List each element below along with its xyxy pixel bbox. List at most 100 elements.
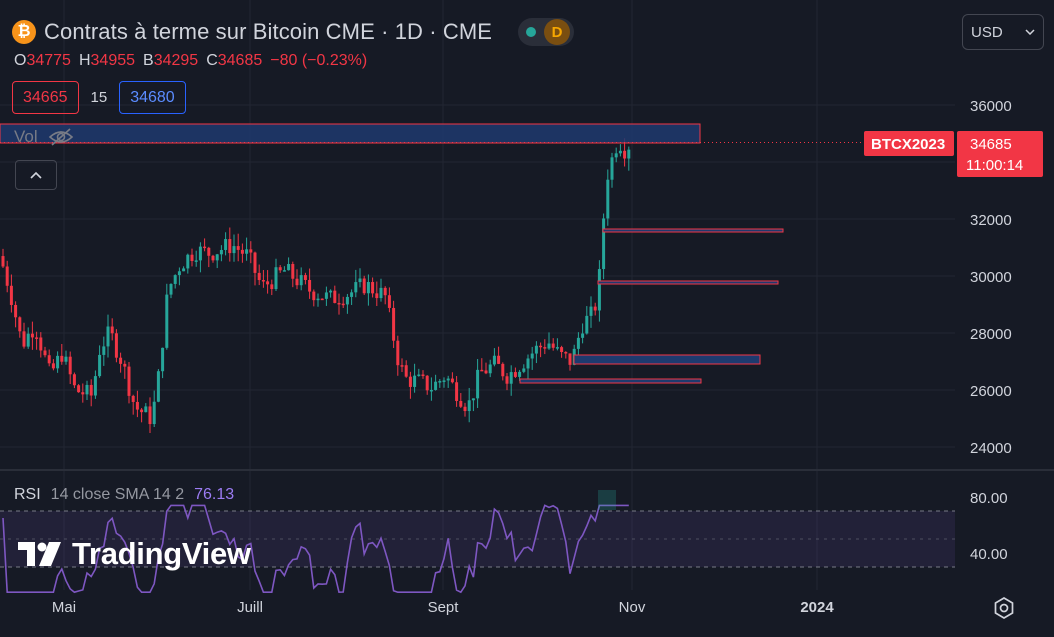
candle-body [303,275,307,280]
tradingview-logo[interactable]: TradingView [18,536,251,572]
chevron-down-icon [1025,29,1035,35]
candle-body [618,150,622,154]
candle-body [295,278,299,286]
price-tick-label: 32000 [970,212,1012,229]
zone-32000 [602,228,784,233]
rsi-name: RSI [14,486,41,503]
time-axis-label: Sept [428,599,460,616]
candle-body [551,343,555,348]
price-tick-label: 24000 [970,440,1012,457]
candle-body [471,398,475,401]
candle-body [564,352,568,354]
candle-body [463,406,467,412]
candle-body [459,400,463,407]
candle-body [186,254,190,269]
candle-body [539,345,543,348]
order-panel: 34665 15 34680 [12,81,186,114]
volume-legend[interactable]: Vol [14,127,74,147]
rsi-legend[interactable]: RSI 14 close SMA 14 2 76.13 [14,486,234,504]
candle-body [530,353,534,359]
candle-body [446,378,450,381]
candle-body [60,355,64,362]
candle-body [282,270,286,272]
candle-body [484,370,488,374]
candle-body [219,249,223,255]
symbol-title[interactable]: Contrats à terme sur Bitcoin CME · 1D · … [44,19,493,44]
market-status[interactable]: D [518,18,575,46]
candle-body [198,246,202,261]
candle-body [396,340,400,366]
candle-body [383,287,387,296]
candle-body [270,284,274,290]
candle-body [400,365,404,367]
candle-body [623,150,627,159]
candle-body [610,157,614,180]
candle-body [156,371,160,402]
candle-body [518,371,522,377]
delayed-data-badge[interactable]: D [544,19,571,45]
candle-body [81,392,85,395]
candle-body [560,347,564,353]
currency-value: USD [971,23,1003,41]
rsi-value: 76.13 [194,486,235,503]
eye-hidden-icon[interactable] [48,127,74,147]
candle-body [224,239,228,250]
rsi-params: 14 close SMA 14 2 [50,486,185,503]
candle-body [236,246,240,250]
price-tick-label: 36000 [970,98,1012,115]
candle-body [173,275,177,284]
candle-body [30,333,34,338]
candle-body [232,246,236,254]
candle-body [140,409,144,413]
candle-body [333,290,337,303]
time-axis-label: Juill [237,599,263,616]
candle-body [543,347,547,349]
market-open-icon [526,27,537,37]
candle-body [165,294,169,348]
rsi-tick-label: 40.00 [970,546,1008,563]
candle-body [240,249,244,254]
candle-body [1,256,5,267]
candle-body [135,401,139,410]
candle-body [497,355,501,364]
candle-body [274,267,278,290]
high-value: 34955 [90,52,136,69]
close-value: 34685 [217,52,263,69]
zone-27000 [573,354,761,365]
candle-body [585,315,589,334]
candle-body [102,346,106,355]
candle-body [526,358,530,369]
candle-body [362,278,366,294]
candle-body [215,254,219,261]
candle-body [190,254,194,261]
candle-body [68,356,72,375]
candle-body [320,298,324,301]
candle-body [106,326,110,347]
candle-body [39,337,43,351]
candle-body [442,380,446,382]
candle-body [257,272,261,281]
candle-body [152,401,156,425]
candle-body [287,264,291,271]
candle-body [114,333,118,358]
candle-body [345,296,349,305]
symbol-header: ₿ Contrats à terme sur Bitcoin CME · 1D … [12,14,575,50]
candle-body [606,179,610,219]
candle-body [47,355,51,364]
chevron-up-icon [30,171,42,179]
buy-button[interactable]: 34680 [119,81,186,114]
candle-body [308,279,312,292]
currency-select[interactable]: USD [962,14,1044,50]
candle-body [413,375,417,387]
open-label: O [14,52,27,69]
candle-body [119,357,123,364]
sell-button[interactable]: 34665 [12,81,79,114]
collapse-legend-button[interactable] [15,160,57,190]
bitcoin-logo-icon: ₿ [12,20,36,44]
candle-body [161,347,165,372]
candle-body [366,282,370,294]
settings-gear-icon[interactable] [992,596,1016,620]
candle-body [614,153,618,158]
